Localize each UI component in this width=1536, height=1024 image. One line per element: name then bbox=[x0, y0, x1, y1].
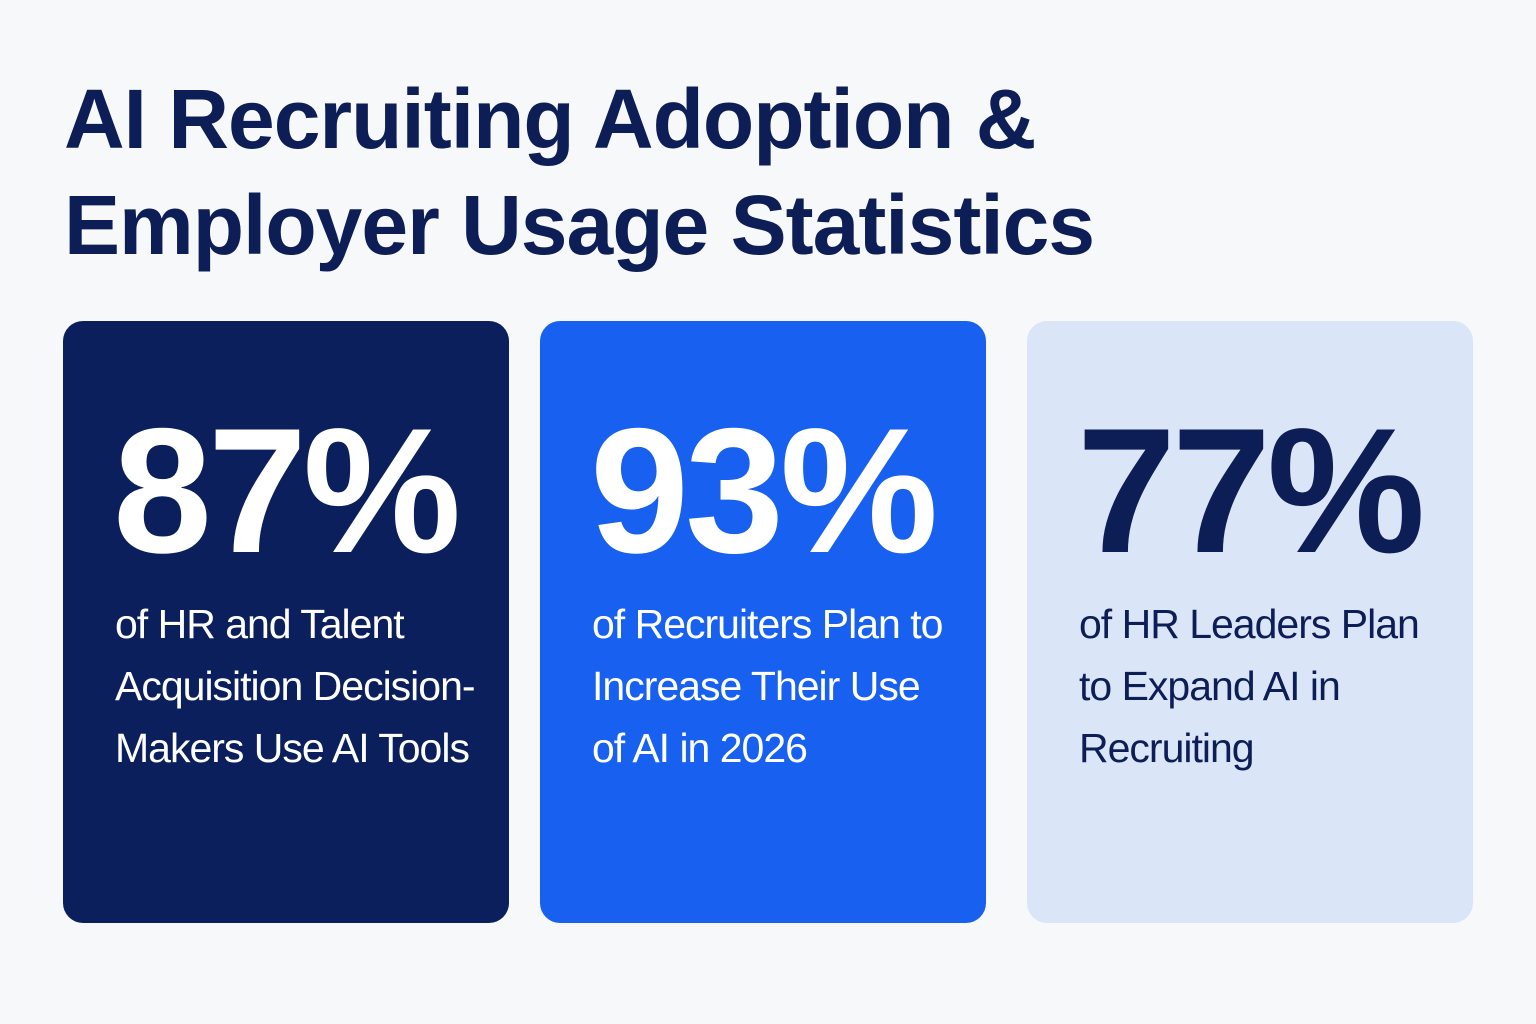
stat-value: 87% bbox=[113, 391, 461, 590]
page-title-line-1: AI Recruiting Adoption & bbox=[64, 72, 1036, 166]
stat-card-hr-decision-makers: 87% of HR and Talent Acquisition Decisio… bbox=[63, 321, 509, 923]
page-title: AI Recruiting Adoption & Employer Usage … bbox=[64, 66, 1264, 278]
stat-card-hr-leaders: 77% of HR Leaders Plan to Expand AI in R… bbox=[1027, 321, 1473, 923]
stat-value: 77% bbox=[1077, 391, 1425, 590]
stat-description: of HR and Talent Acquisition Decision-Ma… bbox=[115, 601, 476, 771]
page-title-line-2: Employer Usage Statistics bbox=[64, 178, 1095, 272]
stat-description: of Recruiters Plan to Increase Their Use… bbox=[592, 601, 943, 771]
stat-description: of HR Leaders Plan to Expand AI in Recru… bbox=[1079, 601, 1420, 771]
stat-card-recruiters: 93% of Recruiters Plan to Increase Their… bbox=[540, 321, 986, 923]
stat-value: 93% bbox=[590, 391, 938, 590]
